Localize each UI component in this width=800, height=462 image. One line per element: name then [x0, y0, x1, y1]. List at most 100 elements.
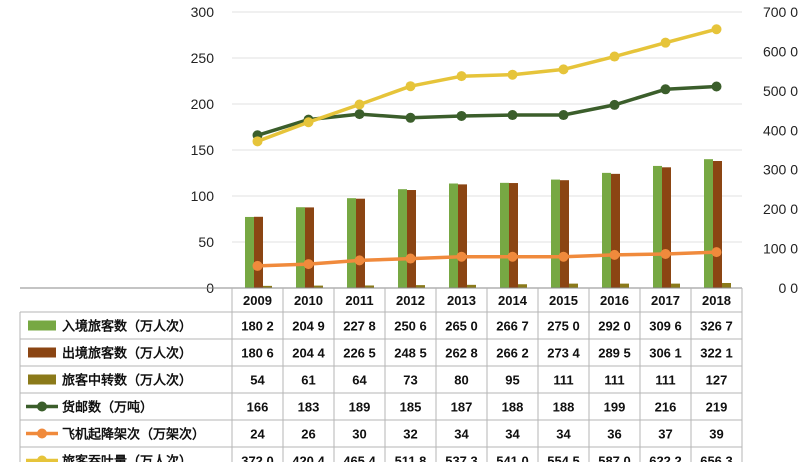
table-cell: 656 3 [700, 454, 733, 462]
category-label: 2015 [549, 293, 578, 308]
table-cell: 204 4 [292, 346, 325, 361]
left-tick-label: 200 [191, 96, 215, 112]
data-point [660, 37, 671, 48]
bar [509, 183, 518, 288]
bar [569, 283, 578, 288]
bar [263, 285, 272, 288]
table-cell: 188 [502, 400, 524, 415]
table-cell: 587 0 [598, 454, 631, 462]
table-cell: 37 [658, 427, 672, 442]
right-tick-label: 400 0 [763, 122, 798, 138]
data-point [507, 110, 518, 121]
table-cell: 309 6 [649, 319, 682, 334]
table-cell: 289 5 [598, 346, 631, 361]
table-cell: 61 [301, 373, 315, 388]
table-cell: 326 7 [700, 319, 733, 334]
data-point [609, 99, 620, 110]
table-cell: 39 [709, 427, 723, 442]
bar [500, 182, 509, 288]
bar [722, 282, 731, 288]
left-tick-label: 300 [191, 4, 215, 20]
data-point [711, 24, 722, 35]
right-tick-label: 500 0 [763, 83, 798, 99]
category-label: 2011 [345, 293, 373, 308]
data-point [507, 69, 518, 80]
series-line [256, 84, 717, 137]
category-label: 2017 [651, 293, 680, 308]
left-tick-label: 100 [191, 188, 215, 204]
table-cell: 372 0 [241, 454, 274, 462]
data-point [456, 251, 467, 262]
legend-marker [37, 455, 47, 462]
bar [467, 284, 476, 288]
bar [458, 184, 467, 288]
table-cell: 34 [505, 427, 520, 442]
category-label: 2016 [600, 293, 629, 308]
legend-label: 出境旅客数（万人次） [62, 346, 192, 362]
table-cell: 73 [403, 373, 417, 388]
table-cell: 250 6 [394, 319, 427, 334]
bars [245, 159, 731, 288]
data-point [405, 112, 416, 123]
category-label: 2010 [294, 293, 323, 308]
data-point [405, 253, 416, 264]
table-cell: 34 [556, 427, 571, 442]
bar [704, 159, 713, 288]
bar [254, 216, 263, 288]
category-label: 2012 [396, 293, 425, 308]
table-cell: 185 [400, 400, 422, 415]
right-tick-label: 100 0 [763, 241, 798, 257]
legend-label: 入境旅客数（万人次） [62, 319, 192, 335]
data-point [405, 81, 416, 92]
table-cell: 266 2 [496, 346, 529, 361]
data-point [456, 71, 467, 82]
legend-label: 飞机起降架次（万架次） [62, 427, 205, 443]
data-point [558, 251, 569, 262]
table-cell: 180 2 [241, 319, 274, 334]
table-cell: 180 6 [241, 346, 274, 361]
data-point [609, 51, 620, 62]
bar [560, 180, 569, 288]
bar [518, 284, 527, 288]
bar [245, 216, 254, 288]
left-tick-label: 250 [191, 50, 215, 66]
table-cell: 64 [352, 373, 367, 388]
left-tick-label: 150 [191, 142, 215, 158]
right-tick-label: 700 0 [763, 4, 798, 20]
bar [551, 179, 560, 288]
series-line [256, 27, 717, 143]
bar [398, 189, 407, 288]
table-cell: 265 0 [445, 319, 478, 334]
table-cell: 322 1 [700, 346, 733, 361]
data-point [303, 117, 314, 128]
legend-swatch [28, 320, 56, 331]
table-cell: 306 1 [649, 346, 682, 361]
table-cell: 248 5 [394, 346, 427, 361]
legend-marker [37, 401, 47, 412]
bar [620, 283, 629, 288]
bar [602, 172, 611, 288]
bar [296, 207, 305, 288]
category-label: 2018 [702, 293, 731, 308]
data-point [711, 81, 722, 92]
data-table: 2009 2010 2011 2012 2013 2014 2015 2016 2017 2018… [19, 288, 743, 462]
table-cell: 183 [298, 400, 320, 415]
bar [671, 283, 680, 288]
legend-marker [37, 428, 47, 439]
legend-label: 旅客中转数（万人次） [62, 373, 192, 389]
table-cell: 204 9 [292, 319, 325, 334]
table-cell: 36 [607, 427, 621, 442]
lines [252, 24, 722, 271]
data-point [558, 64, 569, 75]
legend-swatch [28, 374, 56, 385]
table-cell: 465 4 [343, 454, 376, 462]
series-line [257, 250, 717, 268]
category-label: 2009 [243, 293, 272, 308]
bar [347, 198, 356, 288]
bar [407, 190, 416, 288]
category-label: 2013 [447, 293, 476, 308]
table-cell: 537 3 [445, 454, 478, 462]
table-cell: 111 [553, 373, 573, 388]
